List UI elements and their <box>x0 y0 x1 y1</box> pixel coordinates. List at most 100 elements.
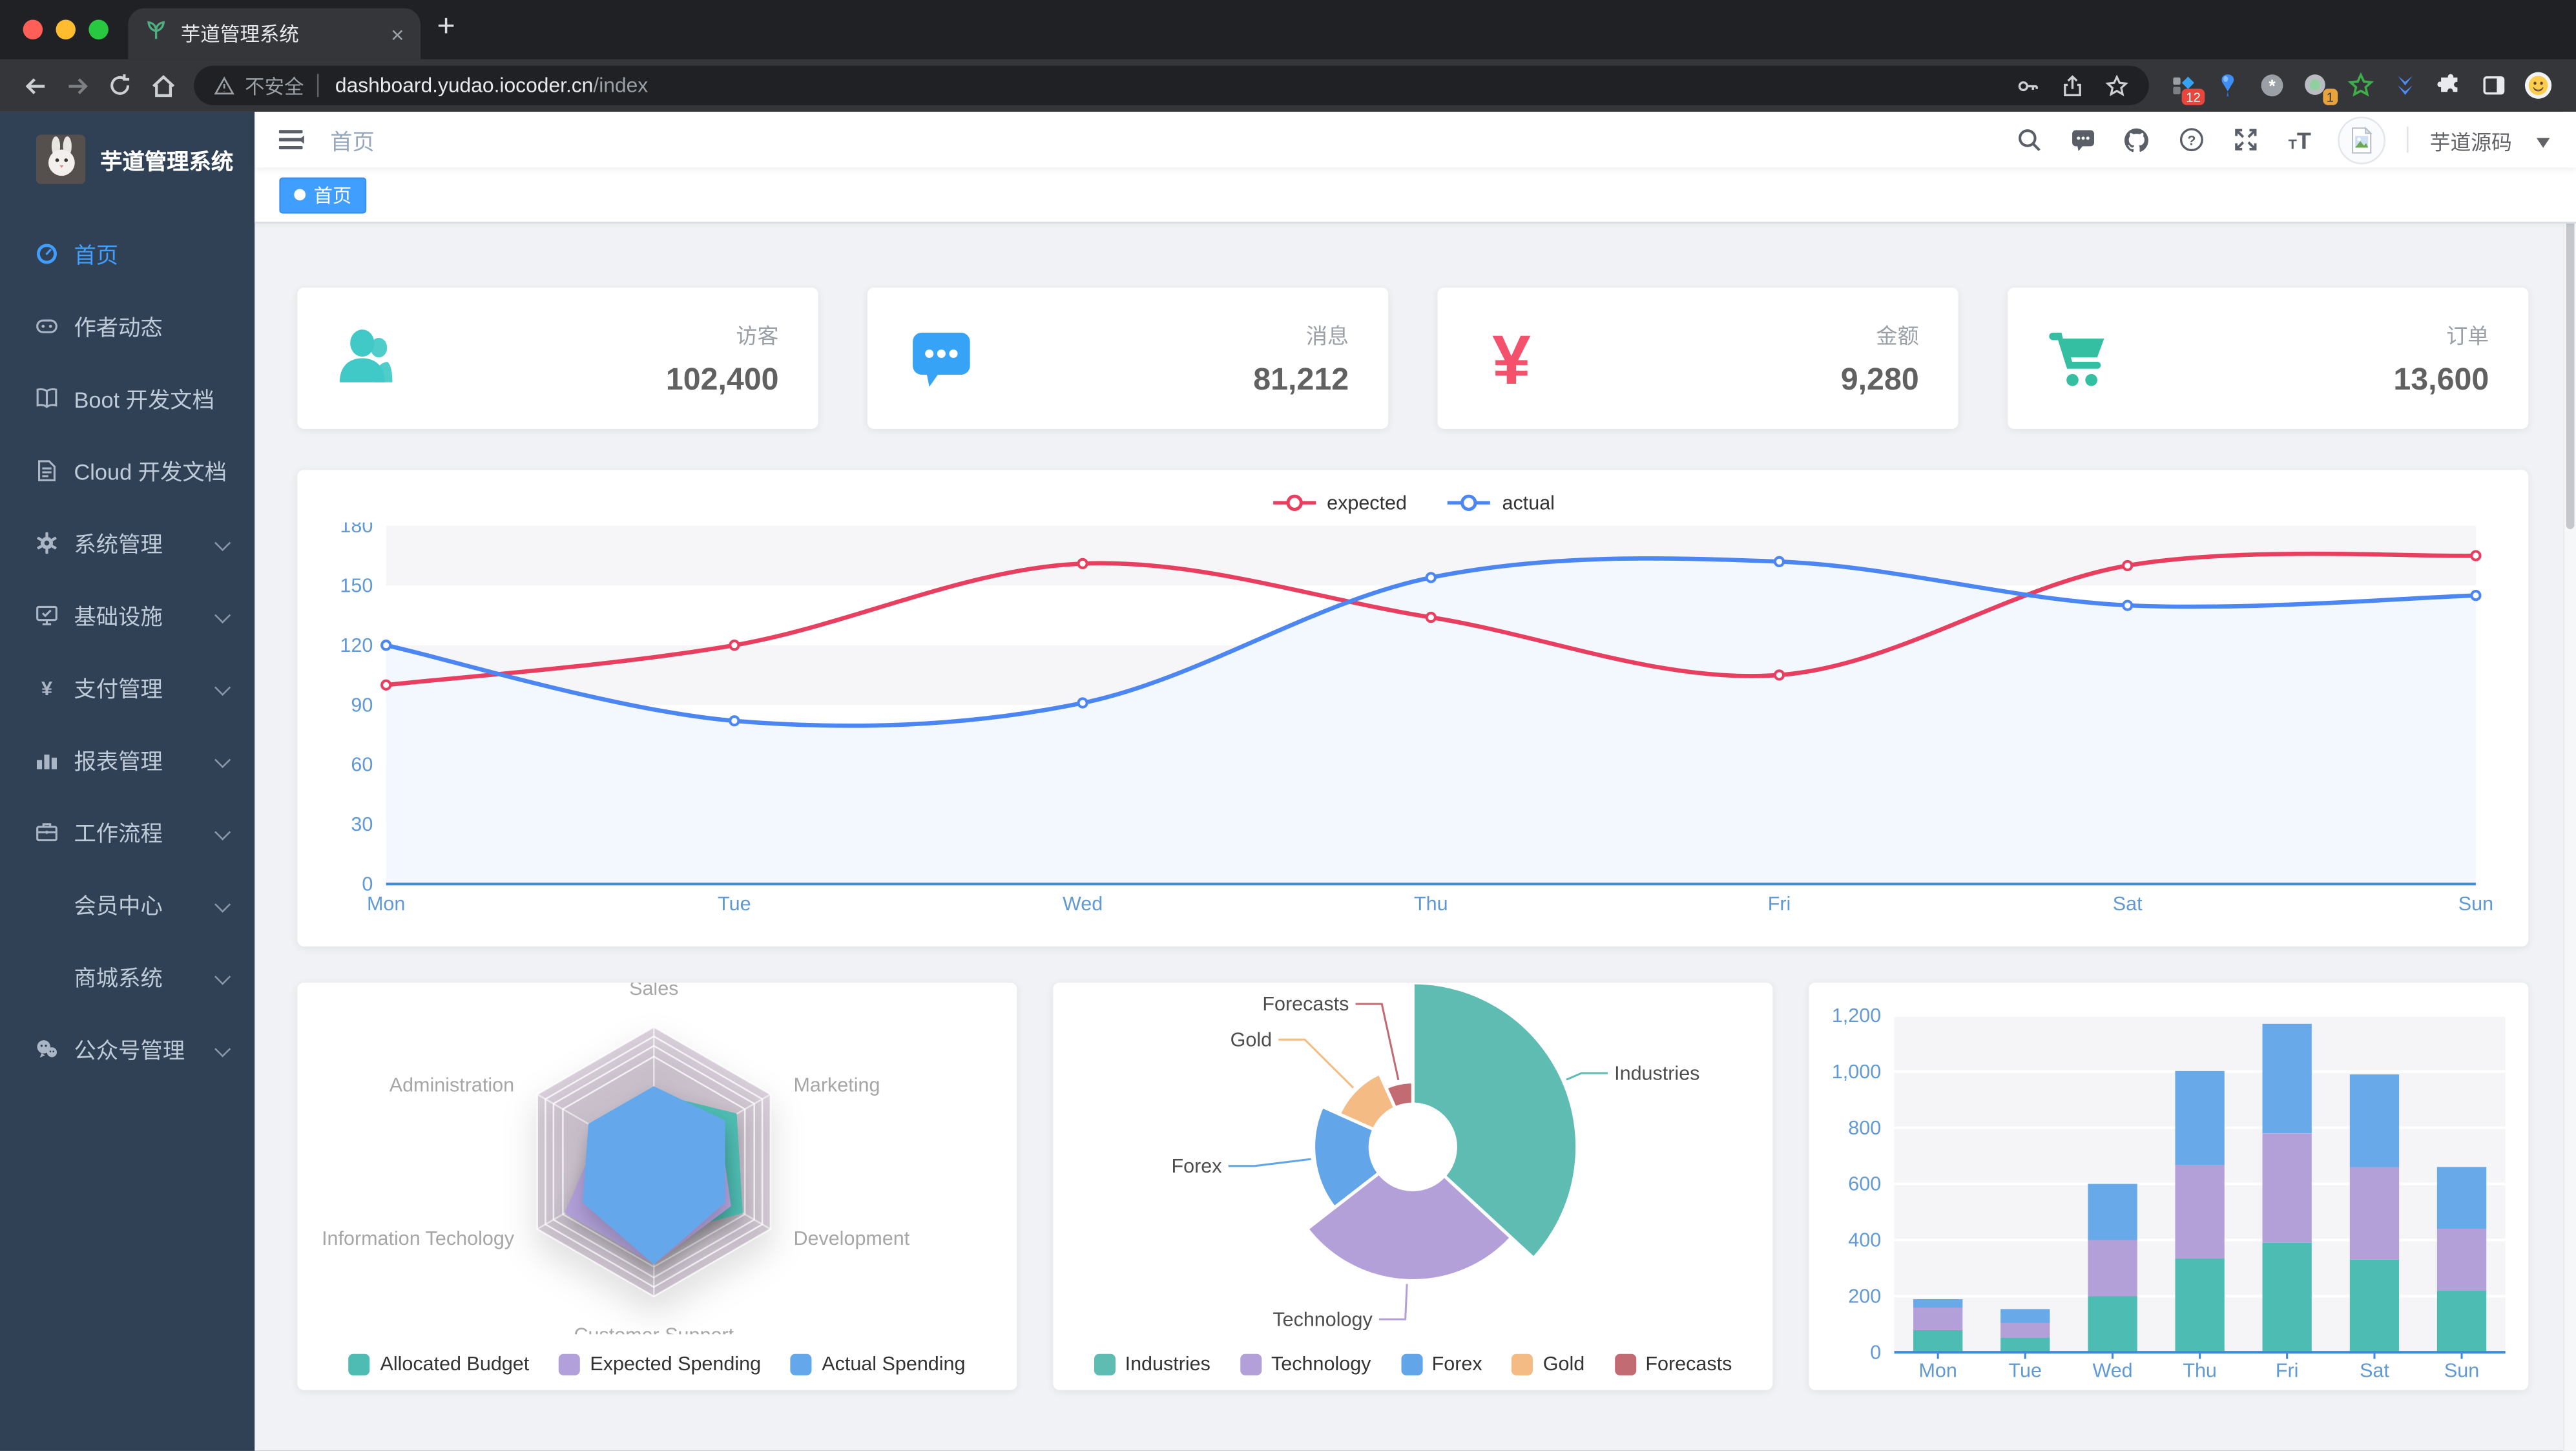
reload-icon[interactable] <box>99 64 141 107</box>
svg-text:30: 30 <box>351 813 373 835</box>
sidebar-item-label: 会员中心 <box>74 893 163 919</box>
sidebar-item-8[interactable]: 工作流程 <box>0 795 254 868</box>
extension-command-icon[interactable]: * <box>2258 70 2287 100</box>
extensions-puzzle-icon[interactable] <box>2435 70 2464 100</box>
user-avatar[interactable] <box>2338 116 2385 164</box>
chevron-down-icon <box>214 607 231 624</box>
extension-star-icon[interactable] <box>2346 70 2376 100</box>
page-scrollbar[interactable] <box>2562 111 2576 1451</box>
stat-card-1[interactable]: 消息 81,212 <box>867 287 1389 429</box>
legend-item[interactable]: Expected Spending <box>559 1352 761 1375</box>
github-icon[interactable] <box>2121 123 2154 156</box>
stat-card-0[interactable]: 访客 102,400 <box>297 287 818 429</box>
svg-text:¥: ¥ <box>41 676 52 699</box>
sidebar-item-3[interactable]: Cloud 开发文档 <box>0 433 254 506</box>
divider <box>317 74 319 98</box>
sidebar-item-6[interactable]: ¥ 支付管理 <box>0 651 254 723</box>
username[interactable]: 芋道源码 <box>2429 130 2512 154</box>
extension-chevrons-icon[interactable] <box>2391 70 2420 100</box>
tag-home[interactable]: 首页 <box>279 176 367 213</box>
sidebar-item-5[interactable]: 基础设施 <box>0 578 254 651</box>
browser-menu-icon[interactable] <box>2568 70 2576 100</box>
line-chart: 0 30 60 90 120 150 180 Mon Tue Wed Thu Fri Sat Sun <box>340 515 2493 915</box>
app-logo[interactable]: 芋道管理系统 <box>0 112 254 204</box>
browser-profile-avatar[interactable] <box>2524 70 2553 100</box>
legend-item[interactable]: Industries <box>1094 1352 1210 1375</box>
message-icon[interactable] <box>2067 123 2100 156</box>
legend-item[interactable]: actual <box>1446 491 1555 514</box>
legend-item[interactable]: expected <box>1271 491 1407 514</box>
svg-text:Thu: Thu <box>1414 893 1448 915</box>
sidebar-item-4[interactable]: 系统管理 <box>0 506 254 578</box>
fullscreen-icon[interactable] <box>2229 123 2262 156</box>
sidebar-menu: 首页 作者动态 Boot 开发文档 Cloud 开发文档 系统管理 基础设施 ¥ 支付管理 报表… <box>0 217 254 1085</box>
sidebar-item-9[interactable]: 会员中心 <box>0 868 254 940</box>
svg-text:Sat: Sat <box>2360 1359 2389 1381</box>
extension-icon[interactable]: 12 <box>2168 70 2205 105</box>
svg-text:Sales: Sales <box>629 983 678 999</box>
side-panel-icon[interactable] <box>2479 70 2509 100</box>
breadcrumb[interactable]: 首页 <box>330 129 375 155</box>
chevron-down-icon <box>214 968 231 985</box>
sidebar-item-11[interactable]: 公众号管理 <box>0 1012 254 1085</box>
chevron-down-icon <box>214 824 231 840</box>
sidebar-item-1[interactable]: 作者动态 <box>0 289 254 362</box>
radar-chart: Sales Administration Information Techology… <box>322 977 910 1346</box>
help-icon[interactable]: ? <box>2175 123 2208 156</box>
svg-text:Development: Development <box>793 1227 909 1249</box>
legend-swatch <box>1511 1353 1533 1375</box>
stat-card-3[interactable]: 订单 13,600 <box>2008 287 2529 429</box>
svg-text:Fri: Fri <box>1768 893 1791 915</box>
legend-item[interactable]: Technology <box>1240 1352 1371 1375</box>
password-key-icon[interactable] <box>2016 73 2041 98</box>
url-text[interactable]: dashboard.yudao.iocoder.cn/index <box>335 74 2003 97</box>
chevron-down-icon[interactable] <box>2537 137 2550 147</box>
legend-item[interactable]: Actual Spending <box>790 1352 966 1375</box>
share-icon[interactable] <box>2060 73 2084 98</box>
svg-text:Fri: Fri <box>2276 1359 2299 1381</box>
bookmark-star-icon[interactable] <box>2104 73 2129 98</box>
no-icon <box>33 963 59 989</box>
new-tab-button[interactable]: + <box>437 10 455 45</box>
browser-tab[interactable]: 芋道管理系统 × <box>128 8 421 59</box>
legend-item[interactable]: Forecasts <box>1614 1352 1732 1375</box>
radar-chart-card: Sales Administration Information Techology… <box>297 977 1017 1390</box>
line-chart-legend: expected actual <box>327 483 2498 523</box>
extension-balloon-icon[interactable] <box>2213 70 2243 100</box>
svg-text:Industries: Industries <box>1614 1062 1699 1084</box>
hamburger-icon[interactable] <box>276 125 306 154</box>
close-tab-icon[interactable]: × <box>390 20 404 47</box>
legend-label: Forecasts <box>1645 1352 1732 1375</box>
legend-item[interactable]: Gold <box>1511 1352 1584 1375</box>
legend-label: Gold <box>1542 1352 1585 1375</box>
minimize-window-button[interactable] <box>56 19 76 40</box>
home-icon[interactable] <box>141 64 184 107</box>
svg-text:Mon: Mon <box>367 893 405 915</box>
svg-text:Technology: Technology <box>1272 1308 1373 1330</box>
legend-item[interactable]: Allocated Budget <box>349 1352 529 1375</box>
gear-icon <box>33 529 59 556</box>
sidebar-item-0[interactable]: 首页 <box>0 217 254 289</box>
active-dot-icon <box>294 189 306 201</box>
extension-icon[interactable]: 1 <box>2301 70 2338 105</box>
sidebar-item-10[interactable]: 商城系统 <box>0 940 254 1012</box>
sidebar-item-7[interactable]: 报表管理 <box>0 723 254 795</box>
close-window-button[interactable] <box>23 19 43 40</box>
pie-chart: Industries Technology Forex Gold Forecasts <box>1172 981 1699 1330</box>
window-controls[interactable] <box>23 19 109 40</box>
stat-card-2[interactable]: ¥ 金额 9,280 <box>1437 287 1958 429</box>
bar-chart: Mon Tue Wed Thu Fri Sat Sun 0 200 400 600 800 1,000 1… <box>1832 1005 2506 1381</box>
sidebar-item-2[interactable]: Boot 开发文档 <box>0 362 254 434</box>
search-icon[interactable] <box>2013 123 2046 156</box>
svg-text:180: 180 <box>340 523 373 537</box>
maximize-window-button[interactable] <box>88 19 109 40</box>
address-bar[interactable]: 不安全 dashboard.yudao.iocoder.cn/index <box>194 65 2149 105</box>
browser-tabstrip: 芋道管理系统 × + <box>0 0 2576 59</box>
legend-item[interactable]: Forex <box>1400 1352 1482 1375</box>
security-label[interactable]: 不安全 <box>244 74 304 98</box>
forward-icon[interactable] <box>56 64 98 107</box>
svg-text:1,000: 1,000 <box>1832 1061 1881 1083</box>
back-icon[interactable] <box>13 64 56 107</box>
scrollbar-thumb[interactable] <box>2566 167 2575 529</box>
